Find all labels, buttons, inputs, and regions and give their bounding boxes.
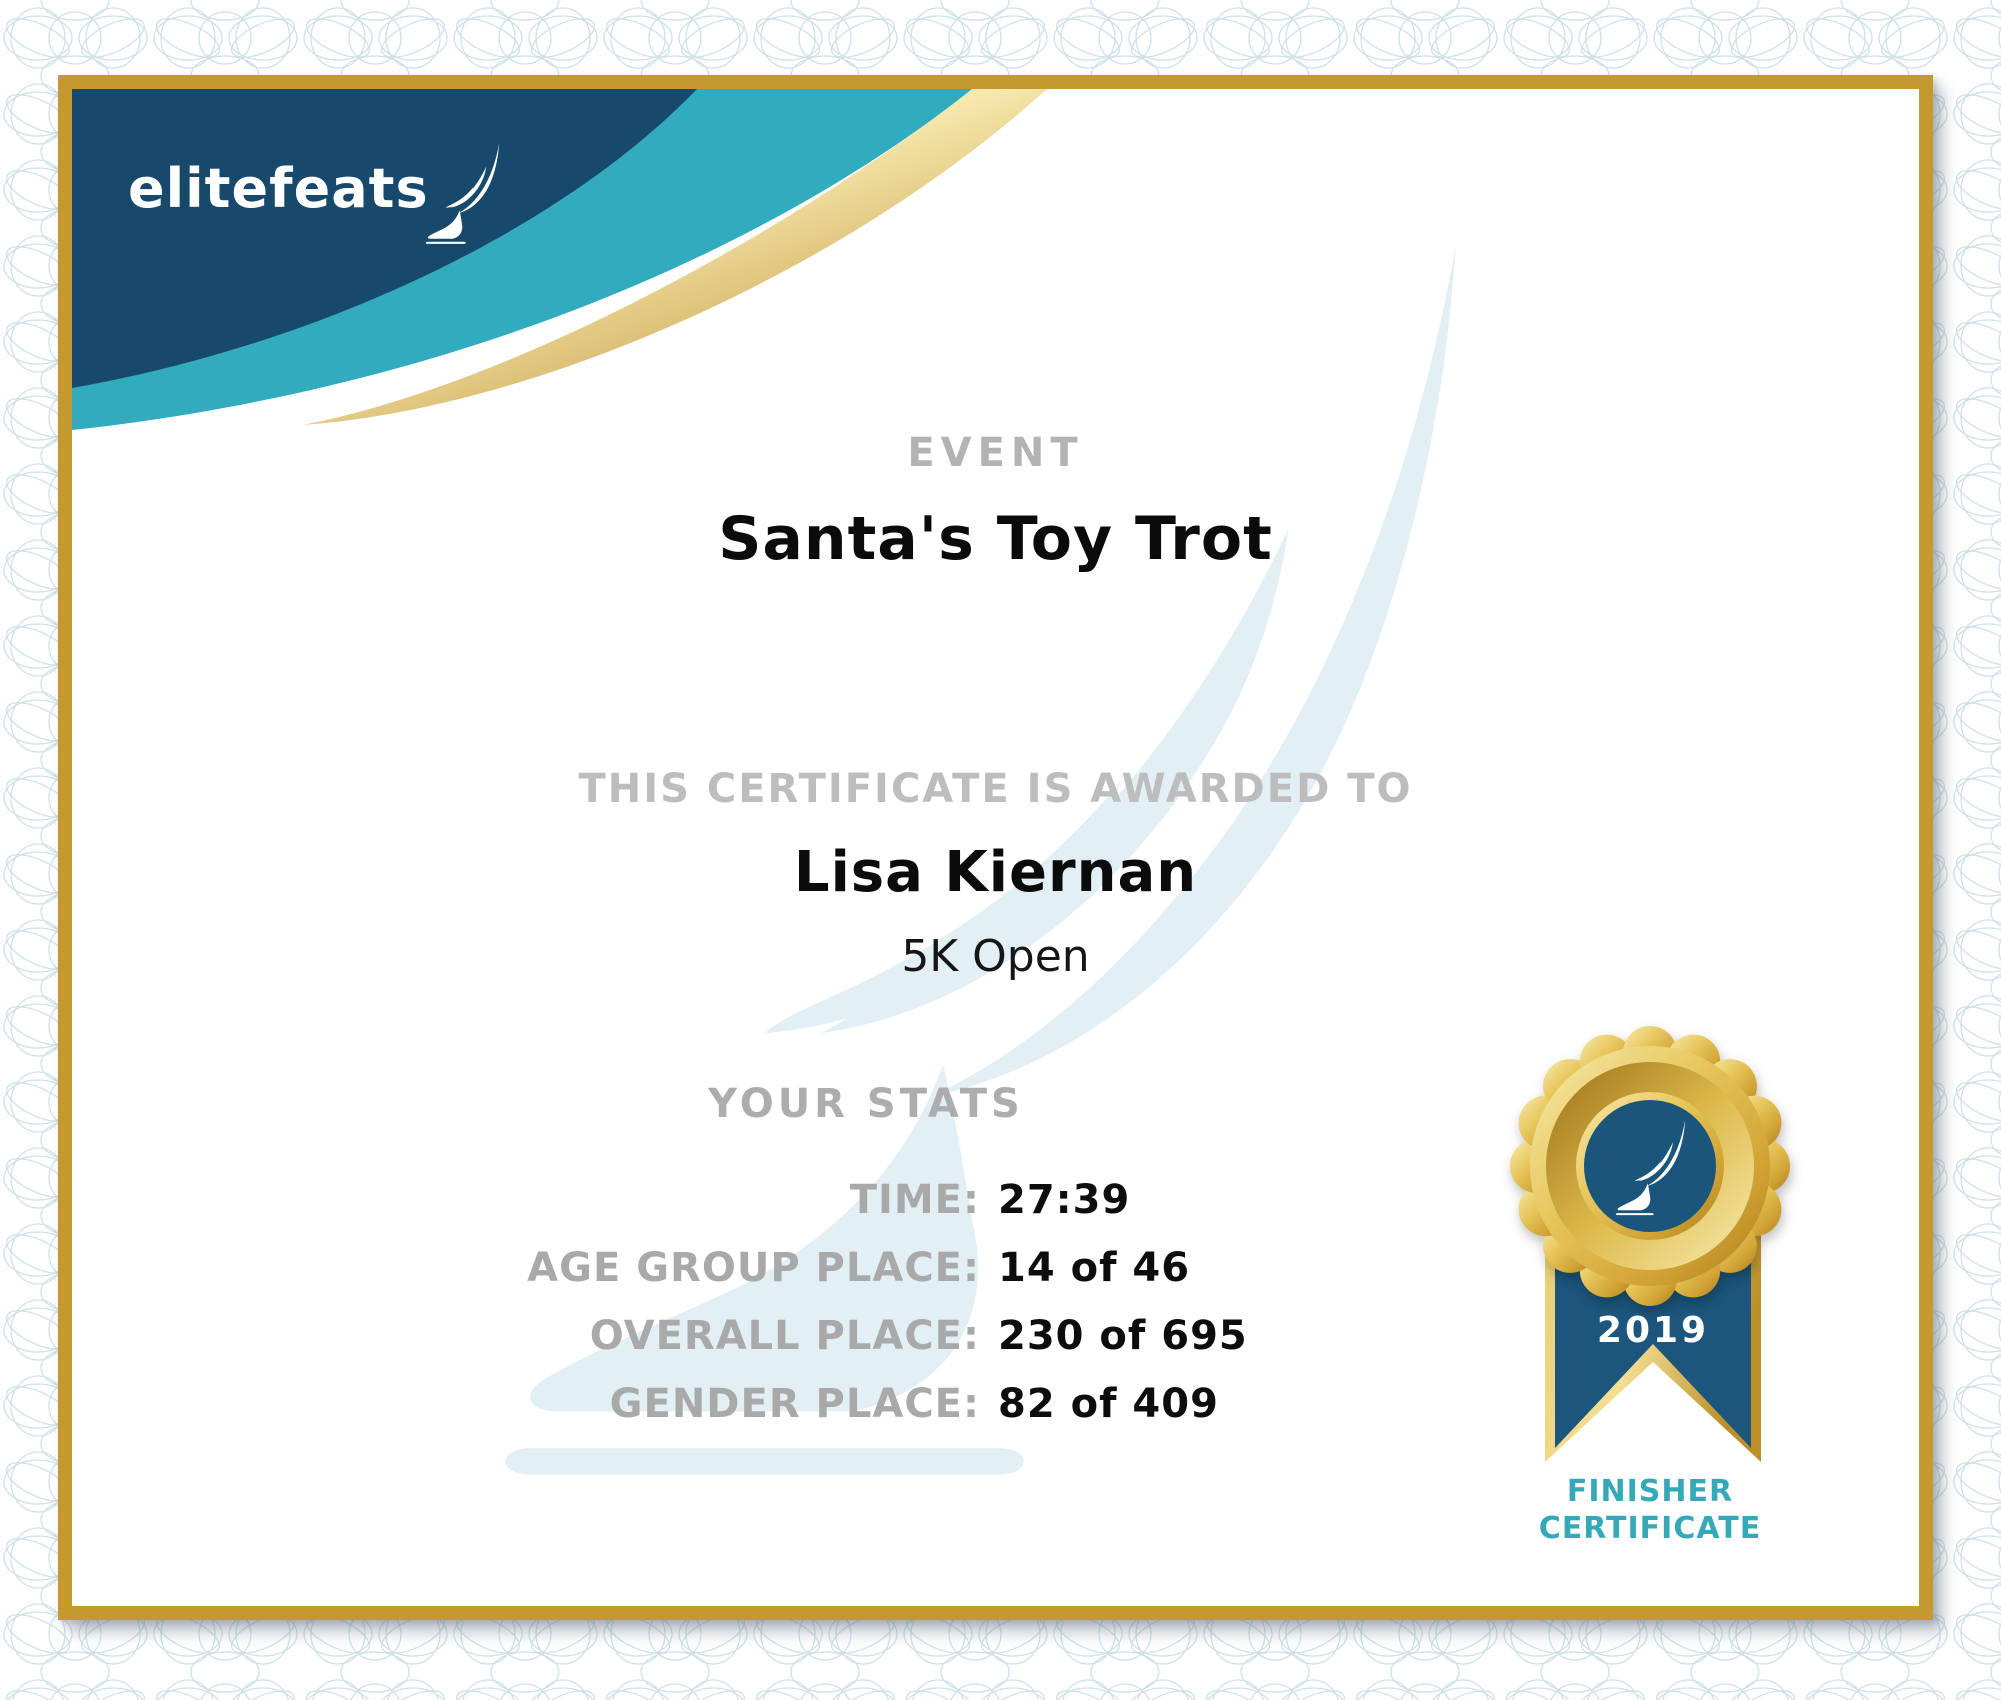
recipient-name: Lisa Kiernan	[793, 840, 1198, 905]
badge-year: 2019	[1596, 1310, 1710, 1351]
stat-value: 82 of 409	[998, 1381, 1219, 1427]
header-curves	[72, 89, 1047, 430]
stat-row-gender-place: GENDER PLACE: 82 of 409	[380, 1377, 1680, 1431]
event-label: EVENT	[907, 430, 1084, 476]
award-heading: THIS CERTIFICATE IS AWARDED TO	[578, 766, 1413, 812]
stat-value: 27:39	[998, 1177, 1131, 1223]
badge-caption-line1: FINISHER	[1566, 1474, 1734, 1509]
stat-row-overall-place: OVERALL PLACE: 230 of 695	[380, 1309, 1680, 1363]
badge-rosette	[1510, 1026, 1790, 1306]
badge-caption-line2: CERTIFICATE	[1538, 1511, 1762, 1546]
certificate-frame: elitefeats EVENT Santa's Toy Trot THIS C…	[58, 75, 1933, 1620]
badge-caption: FINISHER CERTIFICATE	[1470, 1473, 1830, 1547]
brand-logo-text: elitefeats	[128, 157, 429, 220]
stat-value: 230 of 695	[998, 1313, 1248, 1359]
stat-row-time: TIME: 27:39	[380, 1173, 1680, 1227]
stat-label: AGE GROUP PLACE:	[527, 1245, 980, 1291]
stat-label: TIME:	[849, 1177, 980, 1223]
stat-value: 14 of 46	[998, 1245, 1191, 1291]
stat-label: GENDER PLACE:	[609, 1381, 980, 1427]
gold-stripe	[302, 89, 1047, 425]
stats-heading: YOUR STATS	[708, 1081, 1024, 1127]
stat-row-age-group-place: AGE GROUP PLACE: 14 of 46	[380, 1241, 1680, 1295]
navy-curve	[72, 89, 697, 388]
stat-label: OVERALL PLACE:	[589, 1313, 980, 1359]
race-division: 5K Open	[901, 931, 1090, 982]
winged-foot-logo-icon	[420, 135, 506, 253]
event-name: Santa's Toy Trot	[718, 504, 1273, 574]
